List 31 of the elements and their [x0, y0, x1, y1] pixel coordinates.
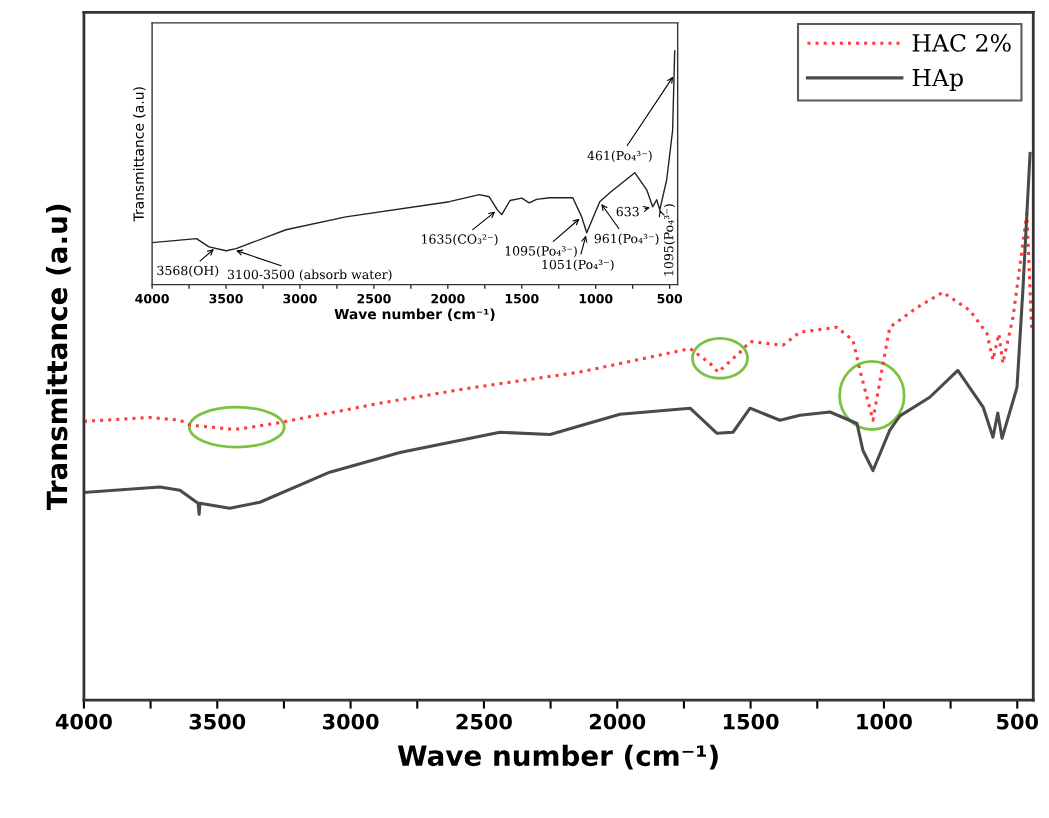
annotation: 3568(OH)	[157, 265, 219, 277]
y-axis-title: Transmittance (a.u)	[133, 87, 146, 222]
x-tick-label: 3500	[209, 293, 243, 304]
x-tick-label: 4000	[55, 713, 112, 730]
x-tick-label: 2500	[456, 713, 512, 730]
x-tick-label: 2500	[357, 293, 391, 304]
x-tick-label: 500	[997, 713, 1039, 730]
annotation: 961(Po₄³⁻)	[594, 233, 659, 246]
x-tick-label: 2000	[431, 293, 465, 304]
x-axis-title: Wave number (cm⁻¹)	[334, 308, 495, 321]
annotation: 1051(Po₄³⁻)	[542, 259, 614, 271]
annotation: 1095(Po₄³⁻)	[663, 204, 676, 276]
x-tick-label: 1500	[505, 293, 539, 304]
annotation: 461(Po₄³⁻)	[587, 150, 652, 163]
annotation: 1095(Po₄³⁻)	[505, 245, 577, 258]
x-tick-label: 1000	[857, 713, 912, 730]
x-tick-label: 4000	[135, 293, 169, 304]
x-tick-label: 1500	[723, 713, 779, 730]
x-tick-label: 500	[657, 293, 683, 304]
x-tick-label: 3000	[322, 713, 379, 730]
annotation: 633	[616, 206, 639, 217]
x-tick-label: 2000	[589, 713, 646, 730]
annotation: 3100-3500 (absorb water)	[227, 269, 392, 281]
annotation: 1635(CO₃²⁻)	[422, 234, 498, 246]
x-tick-label: 3000	[283, 293, 317, 304]
x-tick-label: 3500	[189, 713, 246, 730]
legend-label: HAp	[912, 68, 963, 92]
x-tick-label: 1000	[579, 293, 613, 304]
y-axis-title: Transmittance (a.u)	[45, 204, 71, 510]
x-axis-title: Wave number (cm⁻¹)	[397, 744, 718, 770]
legend-label: HAC 2%	[912, 33, 1011, 52]
